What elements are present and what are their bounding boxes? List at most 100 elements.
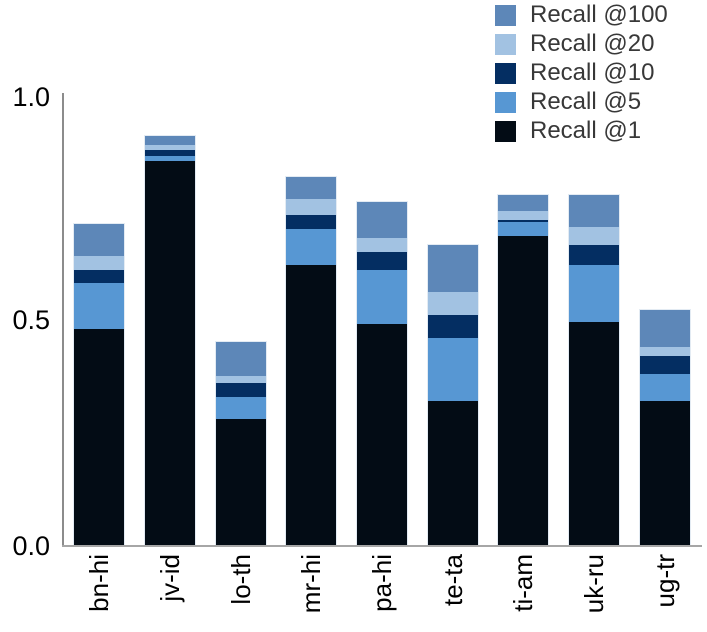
bar-segment-recall@100 [498,194,549,211]
bar-segment-recall@100 [427,244,478,293]
bar-segment-recall@20 [145,145,195,150]
y-tick-label: 1.0 [12,82,50,112]
bar-ug-tr [638,309,691,547]
bar-segment-recall@100 [74,224,125,257]
bar-lo-th [214,341,267,547]
bar-segment-recall@10 [498,219,549,223]
bar-slot [347,93,418,548]
bar-segment-recall@100 [286,176,337,200]
bar-slot [205,93,276,547]
bar-slot [488,93,559,548]
bar-segment-recall@5 [427,337,478,401]
bar-segment-recall@10 [145,149,195,157]
bar-segment-recall@100 [569,195,620,227]
plot-area [64,93,700,548]
bar-segment-recall@1 [74,328,125,546]
bar-segment-recall@20 [427,292,478,316]
bar-segment-recall@20 [357,237,408,252]
x-tick-label: te-ta [437,554,468,607]
x-tick-label: pa-hi [367,554,398,612]
bar-slot [64,93,135,547]
x-tick-label: mr-hi [296,554,327,614]
bar-segment-recall@5 [145,156,195,161]
x-tick-label: jv-id [155,554,185,602]
bar-jv-id [144,135,196,547]
legend-swatch-icon [495,4,516,26]
bar-segment-recall@5 [74,283,125,329]
bar-segment-recall@1 [427,401,478,546]
x-label-slot: lo-th [205,554,276,632]
bar-segment-recall@1 [357,324,408,546]
bar-te-ta [426,243,479,548]
x-label-slot: mr-hi [276,554,347,632]
legend-item: Recall @10 [495,59,668,86]
bar-segment-recall@100 [357,201,408,238]
bar-segment-recall@10 [569,244,620,266]
bar-segment-recall@20 [286,199,337,216]
x-label-slot: pa-hi [347,554,418,632]
bar-segment-recall@1 [145,160,195,546]
x-label-slot: ug-tr [629,554,700,632]
legend-item: Recall @1 [495,117,668,144]
bar-segment-recall@10 [74,269,125,284]
legend-swatch-icon [495,120,516,142]
bar-segment-recall@1 [215,419,266,546]
x-tick-label: ti-am [508,554,539,612]
x-tick-label: uk-ru [579,554,610,614]
bar-segment-recall@5 [286,228,337,266]
bar-segment-recall@1 [498,235,549,546]
bar-segment-recall@20 [569,226,620,245]
legend-swatch-icon [495,62,516,84]
legend-item: Recall @5 [495,88,668,115]
bar-uk-ru [568,194,621,547]
bar-segment-recall@10 [639,355,690,374]
bar-segment-recall@10 [427,315,478,338]
bar-segment-recall@10 [357,251,408,270]
bar-segment-recall@5 [569,265,620,322]
bar-pa-hi [356,200,409,548]
bar-mr-hi [285,175,338,548]
legend-item: Recall @100 [495,1,668,28]
bar-segment-recall@1 [639,401,690,546]
x-label-slot: uk-ru [559,554,630,632]
bar-slot [276,93,347,548]
x-label-slot: bn-hi [64,554,135,632]
legend-label: Recall @10 [530,59,655,86]
x-axis-labels: bn-hi jv-id lo-th mr-hi pa-hi te-ta ti-am uk-ru… [64,554,700,632]
bar-segment-recall@5 [498,222,549,236]
bar-segment-recall@20 [639,346,690,356]
bar-segment-recall@10 [215,383,266,397]
bar-slot [135,93,206,547]
bar-segment-recall@20 [498,210,549,220]
bar-slot [559,93,630,547]
bar-slot [629,93,700,547]
legend-label: Recall @1 [530,117,642,144]
legend-swatch-icon [495,33,516,55]
bar-segment-recall@5 [357,269,408,324]
legend-label: Recall @20 [530,30,655,57]
legend-swatch-icon [495,91,516,113]
bar-slot [417,93,488,548]
bar-bn-hi [73,223,126,547]
bar-segment-recall@20 [215,376,266,384]
bar-segment-recall@10 [286,215,337,229]
legend-label: Recall @100 [530,1,668,28]
bar-segment-recall@100 [145,136,195,146]
y-tick-label: 0.5 [12,305,50,335]
bar-segment-recall@100 [215,342,266,377]
x-label-slot: jv-id [135,554,206,632]
bar-segment-recall@20 [74,256,125,270]
x-tick-label: lo-th [225,554,256,605]
y-tick-label: 0.0 [12,531,50,561]
bar-segment-recall@1 [569,321,620,546]
x-label-slot: ti-am [488,554,559,632]
bar-segment-recall@100 [639,310,690,347]
legend-item: Recall @20 [495,30,668,57]
legend: Recall @100 Recall @20 Recall @10 Recall @5… [495,1,668,149]
x-label-slot: te-ta [417,554,488,632]
x-tick-label: bn-hi [84,554,115,612]
x-axis-line [62,545,702,547]
legend-label: Recall @5 [530,88,642,115]
bar-segment-recall@1 [286,265,337,546]
